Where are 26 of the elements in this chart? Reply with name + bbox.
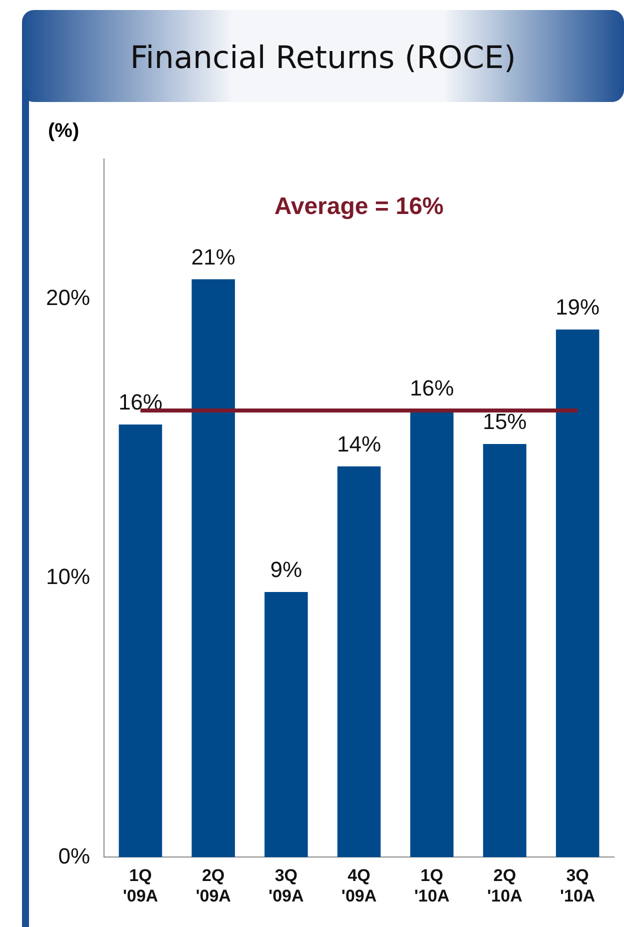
data-label: 19% bbox=[556, 294, 600, 320]
y-tick-label: 10% bbox=[46, 564, 90, 590]
data-label: 14% bbox=[336, 431, 382, 456]
y-tick-label: 0% bbox=[58, 843, 90, 868]
x-tick-label: 3Q '10A bbox=[560, 866, 596, 906]
y-axis-title: (%) bbox=[48, 120, 80, 143]
bar bbox=[556, 330, 600, 858]
bar bbox=[264, 592, 308, 858]
x-tick-label: 4Q '09A bbox=[341, 866, 377, 906]
data-label: 16% bbox=[118, 390, 162, 415]
x-tick-label: 2Q '09A bbox=[196, 866, 231, 906]
y-tick-label: 20% bbox=[46, 284, 90, 310]
ref-line-label: Average = 16% bbox=[274, 192, 444, 220]
data-label: 15% bbox=[482, 409, 527, 434]
data-label: 9% bbox=[270, 557, 302, 582]
x-tick-label: 3Q '09A bbox=[268, 866, 304, 906]
data-label: 21% bbox=[191, 244, 236, 270]
x-tick-label: 1Q '10A bbox=[414, 866, 450, 906]
x-tick-label: 2Q '10A bbox=[487, 866, 522, 906]
x-tick-label: 1Q '09A bbox=[122, 866, 158, 906]
bar bbox=[337, 466, 381, 858]
bar bbox=[118, 424, 162, 858]
data-label: 16% bbox=[410, 376, 454, 401]
chart-title: Financial Returns (ROCE) bbox=[129, 40, 517, 76]
bar bbox=[483, 444, 526, 858]
bar bbox=[192, 279, 235, 858]
